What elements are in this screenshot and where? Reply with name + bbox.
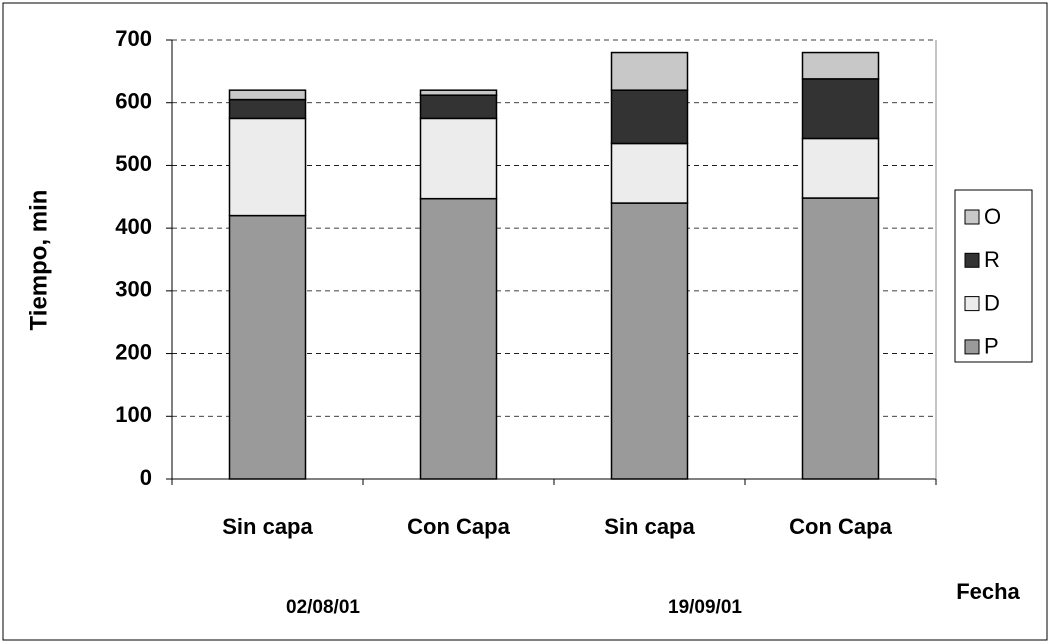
- bar-segment: [228, 98, 307, 120]
- bar-segment: [419, 197, 498, 480]
- y-tick-label: 100: [115, 402, 152, 427]
- bar-segment: [610, 202, 689, 480]
- legend-swatch: [964, 252, 980, 268]
- bar-segment: [801, 197, 880, 480]
- bar-segment: [801, 51, 880, 80]
- legend-label: O: [984, 204, 1001, 229]
- y-tick-label: 500: [115, 151, 152, 176]
- bar-segment: [419, 117, 498, 200]
- group-label: 02/08/01: [286, 597, 360, 618]
- x-axis-label: Fecha: [956, 579, 1020, 604]
- y-tick-label: 300: [115, 277, 152, 302]
- bar-segment: [419, 94, 498, 120]
- legend-label: R: [984, 247, 1000, 272]
- y-axis-label: Tiempo, min: [25, 190, 52, 331]
- y-tick-label: 200: [115, 339, 152, 364]
- bar-segment: [228, 117, 307, 217]
- group-label: 19/09/01: [668, 597, 742, 618]
- x-tick-label: Sin capa: [604, 514, 695, 539]
- legend-swatch: [964, 339, 980, 355]
- bar-segment: [801, 137, 880, 199]
- legend-label: D: [984, 290, 1000, 315]
- bar-segment: [228, 89, 307, 101]
- x-tick-label: Con Capa: [789, 514, 892, 539]
- legend-swatch: [964, 296, 980, 312]
- bar-segment: [801, 78, 880, 140]
- bar-segment: [610, 142, 689, 204]
- bar-segment: [610, 89, 689, 145]
- bar-segment: [610, 51, 689, 91]
- y-tick-label: 600: [115, 89, 152, 114]
- y-tick-label: 700: [115, 26, 152, 51]
- bar-segment: [419, 89, 498, 96]
- legend-label: P: [984, 334, 999, 359]
- x-tick-label: Con Capa: [407, 514, 510, 539]
- y-tick-label: 400: [115, 214, 152, 239]
- x-tick-label: Sin capa: [222, 514, 313, 539]
- legend-swatch: [964, 209, 980, 225]
- y-tick-label: 0: [140, 465, 152, 490]
- bar-segment: [228, 214, 307, 480]
